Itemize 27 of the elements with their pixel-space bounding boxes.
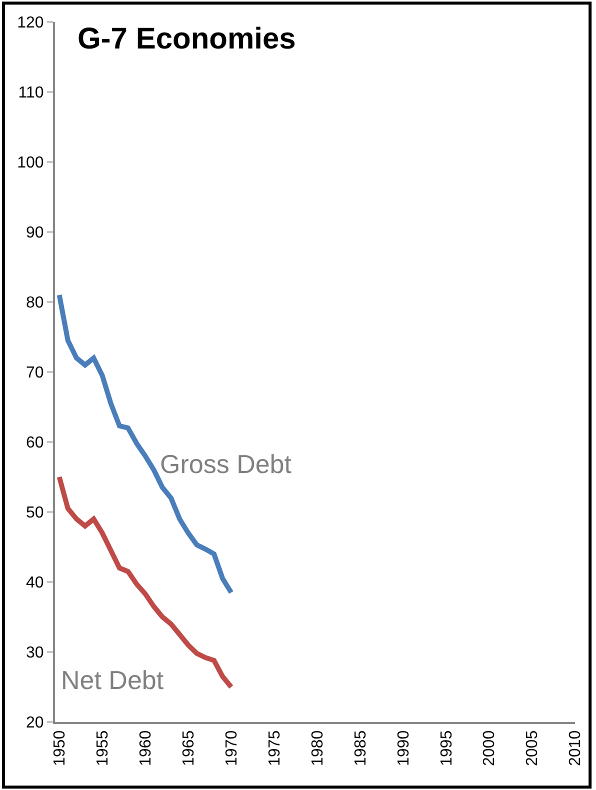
y-tick-label: 100 — [17, 154, 44, 172]
x-tick-label: 1975 — [266, 730, 284, 766]
y-tick-label: 120 — [17, 14, 44, 32]
x-tick-label: 1980 — [309, 730, 326, 766]
x-tick-label: 1960 — [137, 730, 154, 766]
x-tick-label: 2000 — [481, 730, 498, 766]
y-tick-label: 90 — [26, 224, 44, 242]
x-tick-label: 1950 — [52, 730, 68, 766]
x-tick-label: 1995 — [438, 730, 456, 766]
x-tick-label: 2010 — [567, 730, 584, 766]
y-tick-label: 60 — [26, 434, 44, 452]
y-tick-label: 30 — [26, 644, 44, 662]
x-tick-label: 2005 — [524, 730, 542, 766]
x-tick-label: 1970 — [223, 730, 240, 766]
y-tick-label: 40 — [26, 574, 44, 592]
x-tick-label: 1955 — [94, 730, 112, 766]
y-tick-label: 20 — [26, 714, 44, 732]
y-tick-label: 70 — [26, 364, 44, 382]
y-tick-label: 110 — [18, 84, 44, 102]
series-label: Net Debt — [61, 665, 164, 695]
chart-title: G-7 Economies — [77, 22, 296, 56]
x-tick-label: 1985 — [352, 730, 370, 766]
y-tick-label: 80 — [26, 294, 44, 312]
series-label: Gross Debt — [160, 449, 292, 479]
y-tick-label: 50 — [26, 504, 44, 522]
x-tick-label: 1990 — [395, 730, 412, 766]
x-tick-label: 1965 — [180, 730, 198, 766]
